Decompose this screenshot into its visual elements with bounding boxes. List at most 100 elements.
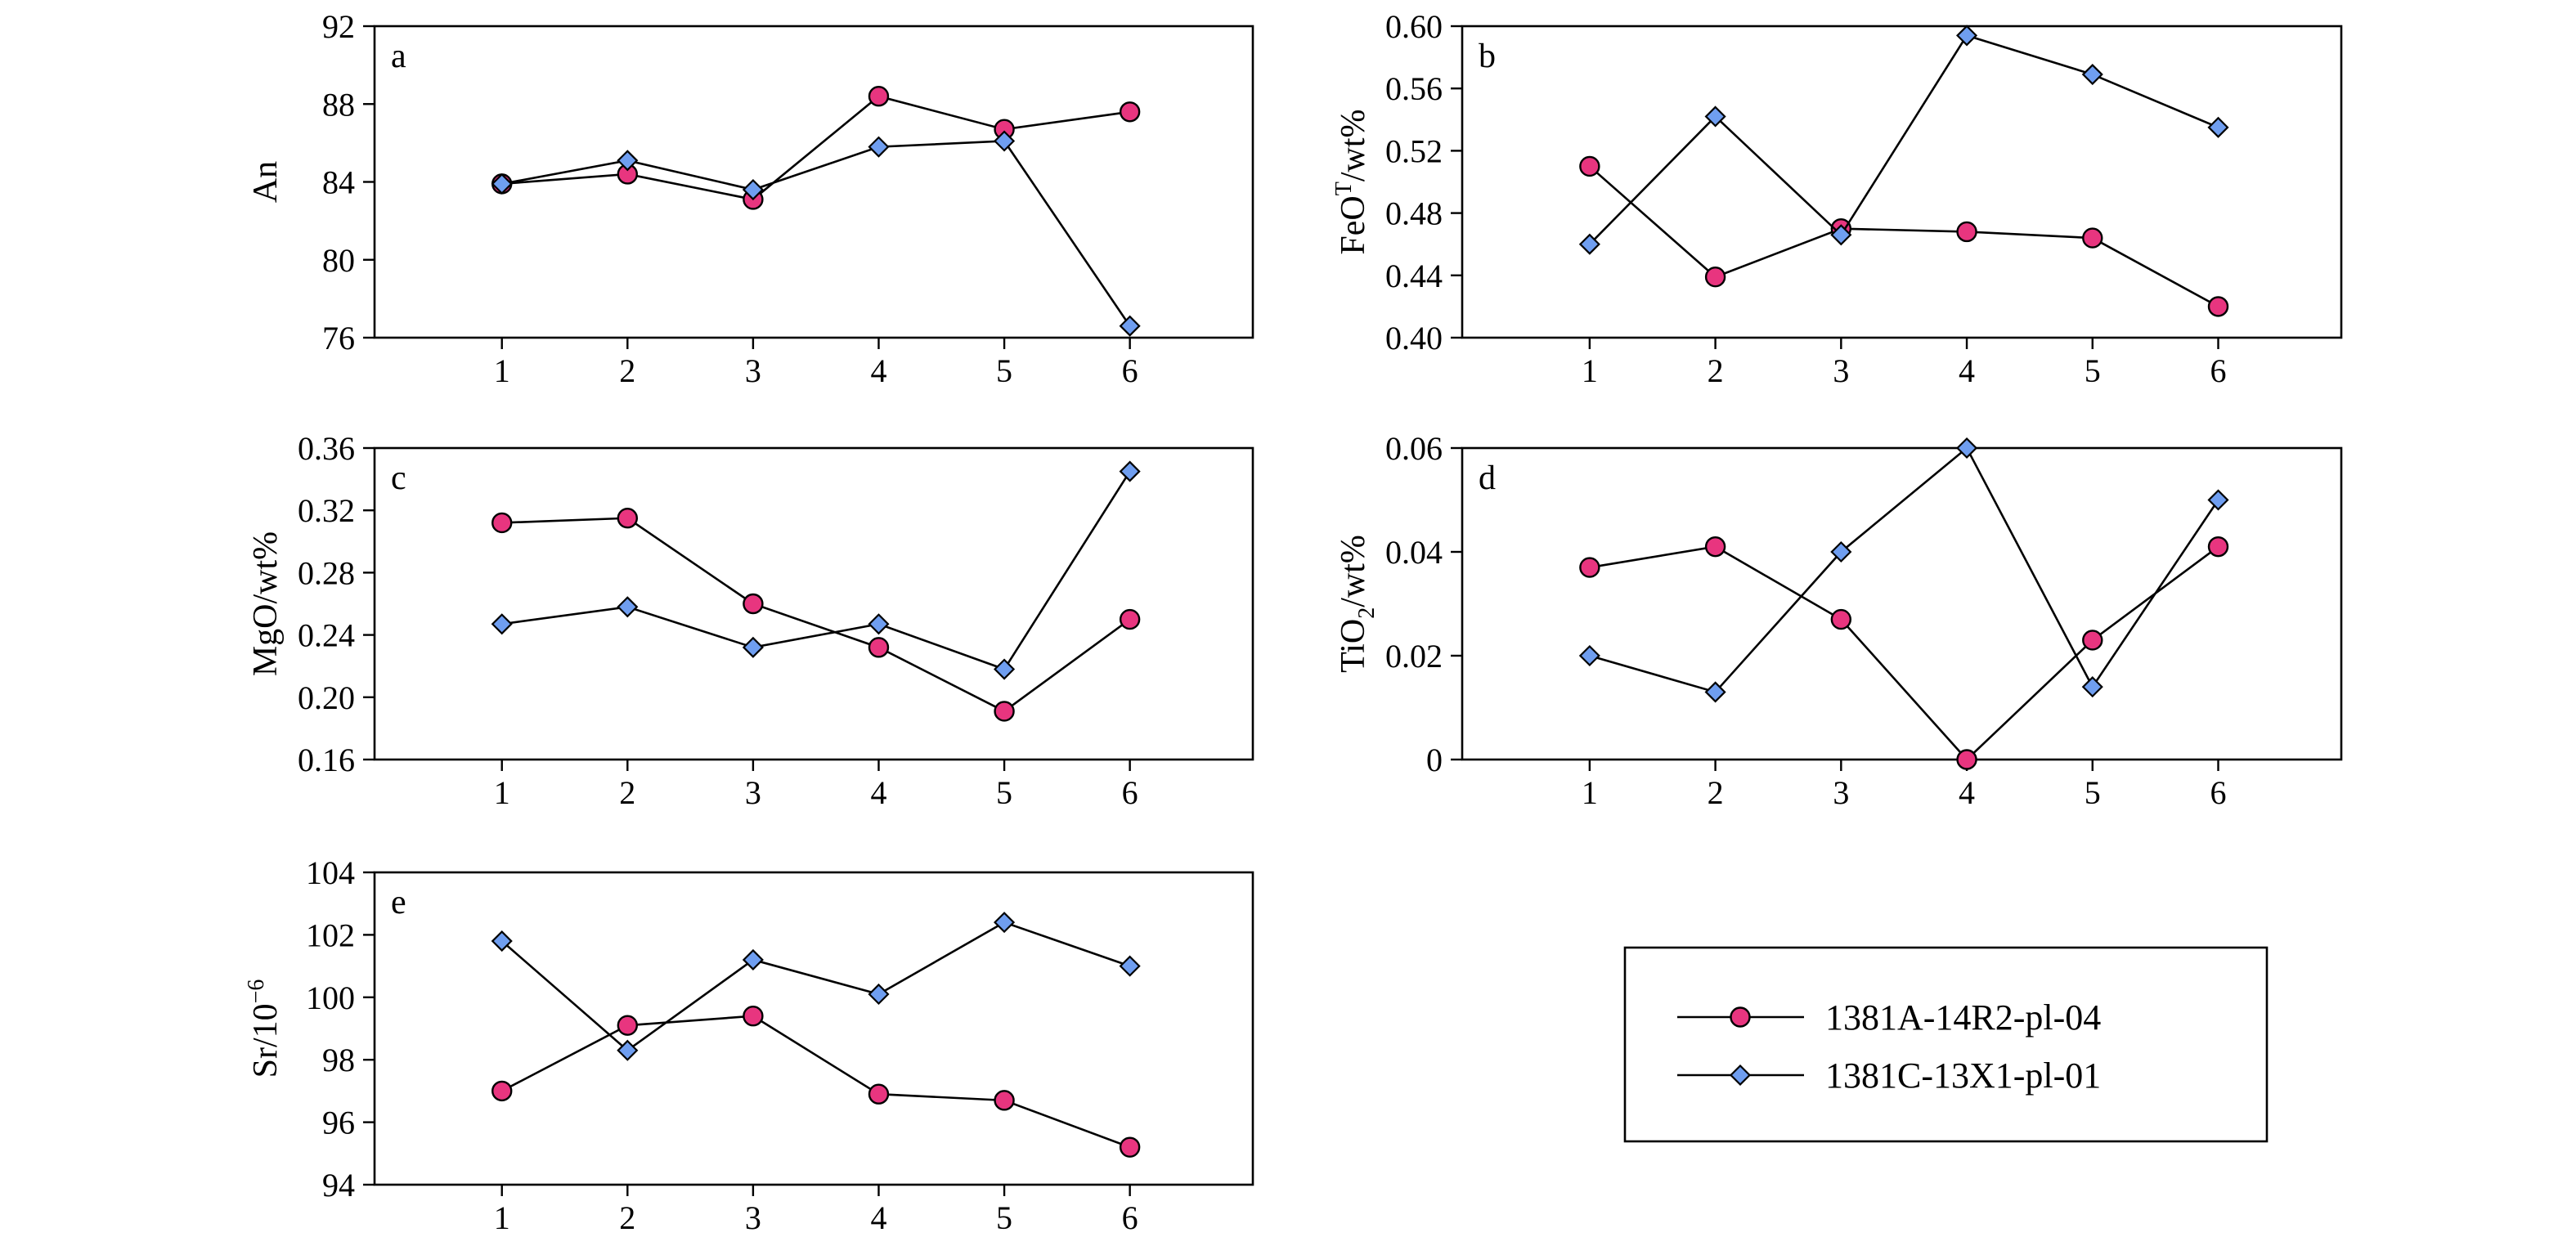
data-point-circle xyxy=(1704,267,1726,288)
plot-frame xyxy=(1461,446,2343,761)
y-tick-label: 0.48 xyxy=(1385,195,1443,232)
data-point-diamond xyxy=(1704,681,1726,703)
y-tick-label: 0.40 xyxy=(1385,320,1443,356)
y-tick-label: 0.56 xyxy=(1385,70,1443,107)
y-tick-label: 100 xyxy=(306,979,355,1016)
data-point-diamond xyxy=(742,178,764,201)
data-point-circle xyxy=(2207,296,2229,317)
x-tick-label: 5 xyxy=(2085,774,2101,811)
legend-box xyxy=(1623,946,2269,1143)
data-point-diamond xyxy=(1578,233,1600,255)
data-point-diamond xyxy=(742,948,764,971)
panel-letter: c xyxy=(391,459,406,497)
data-point-circle xyxy=(491,512,513,534)
x-tick-label: 1 xyxy=(1582,774,1598,811)
x-tick-label: 2 xyxy=(619,1199,635,1236)
data-point-circle xyxy=(1956,749,1977,770)
y-tick-label: 84 xyxy=(322,164,355,201)
panel-letter: a xyxy=(391,38,406,75)
y-tick-label: 0.16 xyxy=(298,742,355,778)
data-point-circle xyxy=(868,1083,890,1105)
panel-letter: b xyxy=(1479,38,1496,75)
series-line-1 xyxy=(501,517,1131,713)
x-tick-label: 4 xyxy=(870,352,886,389)
panel-letter: e xyxy=(391,884,406,921)
data-point-diamond xyxy=(1119,955,1141,977)
series-line-2 xyxy=(501,140,1131,327)
data-point-diamond xyxy=(994,658,1016,680)
data-point-diamond xyxy=(1704,105,1726,128)
x-tick-label: 5 xyxy=(996,1199,1012,1236)
legend: 1381A-14R2-pl-04 1381C-13X1-pl-01 xyxy=(1623,946,2269,1143)
data-point-circle xyxy=(1956,221,1977,243)
series-line-1 xyxy=(501,1015,1131,1149)
data-point-circle xyxy=(2207,536,2229,558)
data-point-diamond xyxy=(1955,25,1978,47)
y-tick-label: 0.44 xyxy=(1385,258,1443,294)
data-point-circle xyxy=(743,1006,764,1027)
series-line-2 xyxy=(1588,34,2219,245)
y-tick-label: 94 xyxy=(322,1167,355,1203)
series-line-1 xyxy=(501,95,1130,201)
y-tick-label: 104 xyxy=(306,854,355,891)
x-tick-label: 5 xyxy=(996,352,1012,389)
data-point-circle xyxy=(1579,557,1600,578)
panel-b: 0.40 0.44 0.48 0.52 0.56 0.60 1 2 3 4 5 6 b FeOT/wt% xyxy=(1331,8,2343,389)
data-point-diamond xyxy=(491,613,513,635)
x-tick-label: 2 xyxy=(619,352,635,389)
x-tick-label: 2 xyxy=(1708,774,1724,811)
series-line-2 xyxy=(500,921,1131,1052)
series-line-2 xyxy=(1589,446,2219,693)
panel-c: 0.16 0.20 0.24 0.28 0.32 0.36 1 2 3 4 5 6 c MgO/wt% xyxy=(247,430,1254,811)
data-point-circle xyxy=(994,1090,1015,1111)
data-point-circle xyxy=(1704,536,1726,558)
x-tick-label: 6 xyxy=(1122,1199,1138,1236)
y-tick-label: 0.04 xyxy=(1385,534,1443,571)
y-tick-label: 0.02 xyxy=(1385,638,1443,675)
data-point-diamond xyxy=(2081,676,2103,698)
data-point-circle xyxy=(1119,608,1141,630)
y-tick-label: 0.36 xyxy=(298,430,355,467)
data-point-circle xyxy=(1119,1136,1141,1158)
x-tick-label: 4 xyxy=(1959,774,1975,811)
y-tick-label: 76 xyxy=(322,320,355,356)
data-point-diamond xyxy=(1830,540,1852,563)
data-point-diamond xyxy=(2207,116,2229,138)
legend-label: 1381C-13X1-pl-01 xyxy=(1825,1056,2101,1096)
x-tick-label: 3 xyxy=(1833,774,1849,811)
panel-d: 0 0.02 0.04 0.06 1 2 3 4 5 6 d TiO2/wt% xyxy=(1335,430,2343,811)
x-tick-label: 4 xyxy=(870,774,886,811)
x-tick-label: 5 xyxy=(996,774,1012,811)
data-point-diamond xyxy=(617,150,639,172)
legend-marker-diamond xyxy=(1729,1064,1752,1087)
panel-letter: d xyxy=(1479,459,1496,497)
data-point-diamond xyxy=(617,596,639,618)
data-point-diamond xyxy=(994,130,1016,152)
y-tick-label: 80 xyxy=(322,242,355,279)
data-point-circle xyxy=(868,86,890,107)
data-point-diamond xyxy=(1119,460,1141,482)
y-tick-label: 0.06 xyxy=(1385,430,1443,467)
data-point-circle xyxy=(1579,155,1600,177)
data-point-diamond xyxy=(1955,437,1978,459)
x-tick-label: 4 xyxy=(1959,352,1975,389)
x-tick-label: 1 xyxy=(494,352,510,389)
data-point-diamond xyxy=(994,912,1016,934)
data-point-diamond xyxy=(2207,489,2229,511)
y-axis-label: FeOT/wt% xyxy=(1331,109,1372,254)
plot-frame xyxy=(1461,25,2343,339)
x-tick-label: 6 xyxy=(1122,774,1138,811)
x-tick-label: 3 xyxy=(745,352,761,389)
series-line-1 xyxy=(1589,545,2219,761)
x-tick-label: 5 xyxy=(2085,352,2101,389)
x-tick-label: 6 xyxy=(2210,774,2227,811)
y-tick-label: 0.20 xyxy=(298,679,355,716)
x-tick-label: 4 xyxy=(870,1199,886,1236)
data-point-circle xyxy=(1119,101,1141,123)
y-tick-label: 0 xyxy=(1426,742,1443,778)
panel-a: 76 80 84 88 92 1 2 3 4 5 6 a An xyxy=(247,8,1254,389)
y-tick-label: 0.52 xyxy=(1385,132,1443,169)
data-point-diamond xyxy=(617,1039,639,1061)
x-tick-label: 1 xyxy=(494,774,510,811)
